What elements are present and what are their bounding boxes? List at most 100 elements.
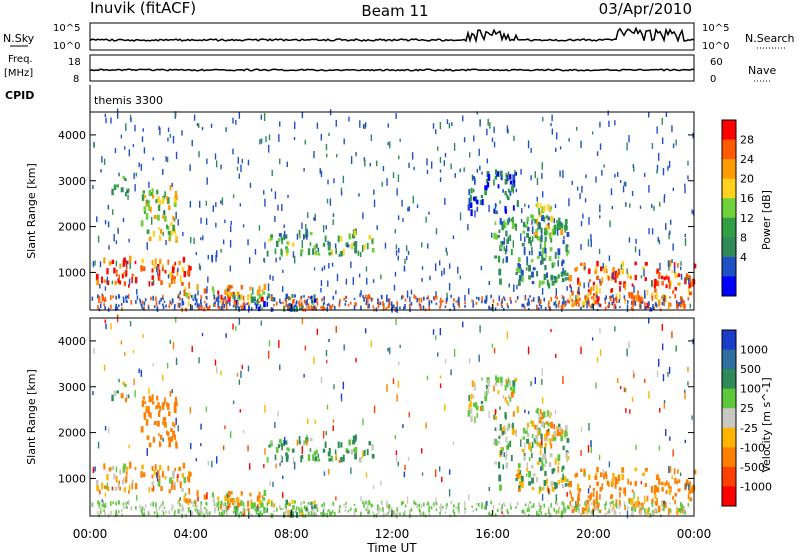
velocity-noise-cell [692,338,694,345]
power-noise-cell [559,146,562,150]
velocity-echo-cell [615,499,618,505]
power-noise-cell [279,256,281,261]
power-echo-cell [507,171,510,178]
power-noise-cell [326,153,328,158]
velocity-noise-cell [277,410,279,417]
velocity-echo-cell [562,465,565,470]
velocity-ground-cell [135,506,137,510]
power-noise-cell [434,263,437,271]
power-noise-cell [541,287,544,295]
velocity-echo-cell [168,440,172,446]
power-echo-cell [612,267,615,273]
power-echo-cell [134,276,138,284]
velocity-noise-cell [206,492,208,500]
power-echo-cell [581,301,585,309]
power-ground-cell [521,303,523,308]
velocity-echo-cell [545,458,547,464]
power-echo-cell [599,266,603,272]
velocity-ground-cell [332,501,335,506]
power-noise-cell [247,239,249,246]
velocity-echo-cell [571,509,575,514]
power-echo-cell [148,281,151,287]
velocity-ground-cell [196,509,199,514]
power-echo-cell [575,266,579,271]
power-echo-cell [114,280,118,285]
velocity-ground-cell [584,501,586,506]
power-noise-cell [335,248,337,254]
velocity-ground-cell [598,509,601,513]
power-echo-cell [340,250,343,257]
power-noise-cell [408,206,410,212]
velocity-noise-cell [306,439,308,446]
velocity-ground-cell [158,506,161,511]
velocity-ground-cell [506,508,509,513]
velocity-echo-cell [537,428,541,435]
power-ground-cell [464,301,466,305]
power-echo-cell [536,271,539,277]
power-ground-cell [200,295,203,299]
colorbar-segment [722,237,736,258]
velocity-echo-cell [160,434,163,440]
power-ground-cell [198,303,200,307]
power-echo-cell [611,272,614,280]
power-echo-cell [538,280,542,286]
power-echo-cell [159,236,162,241]
velocity-ground-cell [300,501,302,507]
velocity-echo-cell [569,480,572,488]
velocity-echo-cell [261,512,264,517]
velocity-echo-cell [525,473,528,477]
power-ground-cell [433,296,436,301]
velocity-noise-cell [661,343,664,351]
power-echo-cell [522,230,526,234]
velocity-echo-cell [536,407,539,414]
power-noise-cell [215,202,217,207]
power-noise-cell [667,165,669,171]
velocity-echo-cell [564,425,568,431]
power-noise-cell [128,238,130,243]
velocity-ground-cell [548,506,550,510]
velocity-noise-cell [663,400,666,404]
velocity-noise-cell [171,388,173,394]
power-echo-cell [512,174,516,181]
velocity-echo-cell [472,382,476,386]
power-ylabel: Slant Range [km] [25,163,38,259]
velocity-echo-cell [663,482,666,487]
velocity-echo-cell [106,474,109,481]
power-noise-cell [335,119,337,127]
velocity-echo-cell [118,480,121,485]
power-ground-cell [223,297,225,302]
power-echo-cell [500,240,504,247]
velocity-ground-cell [652,512,655,516]
power-noise-cell [687,160,689,166]
power-noise-cell [120,134,123,139]
velocity-noise-cell [128,394,130,399]
velocity-noise-cell [439,375,442,379]
power-ground-cell [428,306,431,311]
velocity-ground-cell [516,502,519,506]
power-ground-cell [315,306,317,312]
velocity-ground-cell [655,509,658,514]
velocity-ground-cell [526,508,529,513]
power-ground-cell [104,299,107,302]
power-noise-cell [279,158,281,165]
velocity-noise-cell [595,382,597,389]
velocity-noise-cell [264,404,266,413]
power-noise-cell [665,223,667,230]
power-echo-cell [144,194,147,198]
velocity-ground-cell [630,512,633,516]
velocity-echo-cell [129,461,132,469]
velocity-echo-cell [565,452,568,459]
power-echo-cell [607,276,610,281]
velocity-noise-cell [570,492,572,499]
freq-right-tick-top: 60 [710,57,723,68]
velocity-echo-cell [556,429,559,437]
velocity-echo-cell [366,448,369,456]
power-noise-cell [658,152,660,161]
power-echo-cell [267,293,271,299]
power-noise-cell [143,147,146,154]
power-noise-cell [321,267,323,272]
velocity-ground-cell [532,503,535,508]
power-noise-cell [506,125,509,134]
velocity-echo-cell [237,502,241,507]
